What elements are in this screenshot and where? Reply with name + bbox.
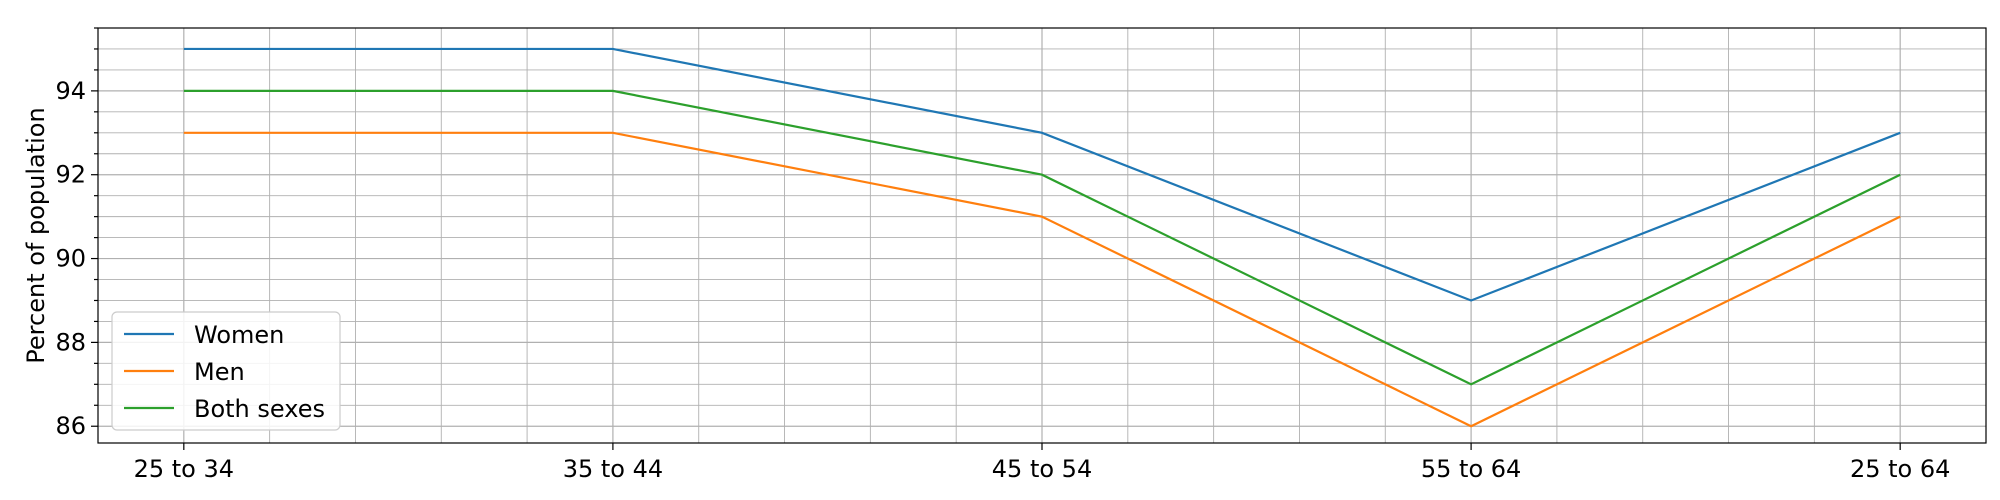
- series-line-both-sexes: [183, 89, 1901, 386]
- y-tick-label: 92: [55, 161, 86, 189]
- y-tick-label: 86: [55, 412, 86, 440]
- series-lines: [183, 47, 1901, 428]
- legend-label-both-sexes: Both sexes: [194, 395, 325, 423]
- y-tick-label: 88: [55, 328, 86, 356]
- x-tick-label: 35 to 44: [563, 455, 663, 483]
- y-tick-label: 90: [55, 245, 86, 273]
- y-tick-label: 94: [55, 77, 86, 105]
- legend: Women Men Both sexes: [111, 311, 341, 431]
- x-tick-label: 55 to 64: [1421, 455, 1521, 483]
- series-line-women: [183, 47, 1901, 302]
- x-tick-label: 25 to 64: [1850, 455, 1950, 483]
- x-tick-label: 45 to 54: [992, 455, 1092, 483]
- x-tick-label: 25 to 34: [134, 455, 234, 483]
- y-axis-ticks: 86 88 90 92 94: [55, 27, 98, 440]
- legend-label-women: Women: [194, 321, 284, 349]
- legend-label-men: Men: [194, 358, 245, 386]
- y-axis-label: Percent of population: [22, 107, 50, 363]
- x-axis-ticks: 25 to 34 35 to 44 45 to 54 55 to 64 25 to 64: [134, 443, 1950, 483]
- series-line-men: [183, 131, 1901, 428]
- legend-box: [111, 311, 341, 431]
